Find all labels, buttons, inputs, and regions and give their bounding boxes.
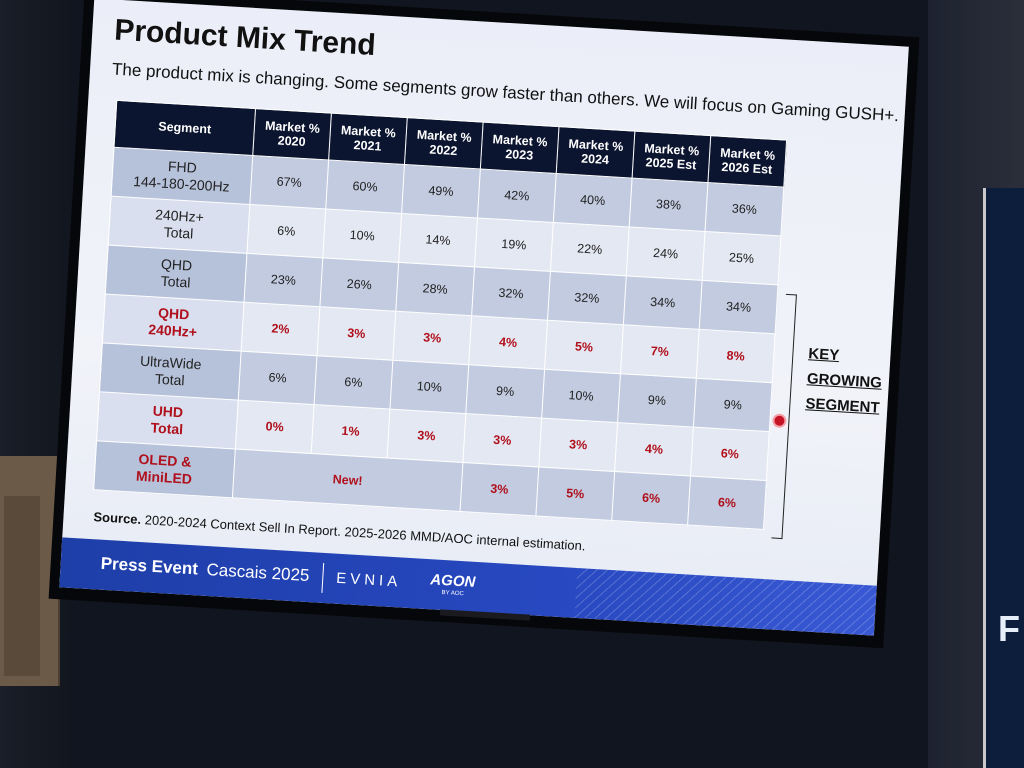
value-cell: 3% — [459, 462, 539, 516]
value-cell: 34% — [623, 275, 703, 330]
podium-panel — [4, 496, 40, 676]
column-header: Market % 2025 Est — [632, 131, 711, 183]
value-cell: 67% — [249, 155, 329, 209]
value-cell: 28% — [395, 262, 475, 316]
value-cell: 10% — [322, 208, 402, 263]
value-cell: 25% — [702, 231, 781, 285]
value-cell: 3% — [387, 409, 466, 463]
value-cell: 6% — [611, 471, 691, 525]
value-cell: 23% — [244, 253, 323, 307]
value-cell: 4% — [614, 422, 694, 477]
value-cell: 32% — [471, 266, 551, 321]
value-cell: 3% — [392, 311, 472, 365]
value-cell: 5% — [544, 320, 624, 374]
column-header: Segment — [113, 100, 256, 156]
key-growing-segment-label: KEY GROWING SEGMENT — [805, 341, 884, 420]
value-cell: 34% — [699, 280, 778, 334]
value-cell: 6% — [690, 427, 770, 481]
slide-title: Product Mix Trend — [113, 13, 377, 63]
segment-cell: OLED & MiniLED — [93, 440, 236, 498]
value-cell: 7% — [620, 324, 700, 379]
value-cell: 26% — [319, 257, 399, 312]
source-label: Source. — [93, 509, 142, 528]
value-cell: 49% — [401, 164, 481, 218]
value-cell: 9% — [465, 364, 545, 419]
column-header: Market % 2021 — [328, 113, 408, 165]
column-header: Market % 2026 Est — [707, 135, 787, 188]
value-cell: 9% — [693, 378, 773, 432]
product-mix-table: Segment Market % 2020 Market % 2021 Market % 2… — [93, 100, 787, 530]
value-cell: 32% — [547, 271, 627, 325]
value-cell: 22% — [550, 222, 630, 276]
column-header: Market % 2024 — [556, 126, 635, 179]
value-cell: 3% — [316, 306, 396, 361]
segment-cell: 240Hz+ Total — [108, 196, 250, 254]
segment-cell: FHD 144-180-200Hz — [111, 147, 253, 205]
column-header: Market % 2022 — [404, 117, 484, 170]
value-cell: 42% — [477, 169, 557, 223]
footer-location: Cascais 2025 — [206, 560, 310, 586]
value-cell: 6% — [687, 476, 767, 530]
agon-logo-sub: BY AOC — [441, 589, 464, 598]
value-cell: 5% — [535, 467, 615, 521]
value-cell: 3% — [538, 418, 618, 472]
value-cell: 3% — [462, 413, 542, 468]
slide-footer: Press Event Cascais 2025 EVNIA AGON BY A… — [59, 537, 877, 636]
segment-cell: QHD Total — [105, 245, 247, 303]
value-cell: 9% — [617, 373, 697, 428]
footer-press-event: Press Event — [100, 553, 199, 579]
evnia-logo: EVNIA — [335, 569, 402, 591]
value-cell: 6% — [238, 351, 317, 405]
agon-logo: AGON — [429, 571, 476, 591]
value-cell: 2% — [241, 302, 320, 356]
banner-letter: F — [998, 608, 1020, 649]
segment-cell: UHD Total — [96, 391, 239, 449]
value-cell: 36% — [705, 182, 784, 236]
segment-cell: QHD 240Hz+ — [102, 293, 245, 352]
slide: Product Mix Trend The product mix is cha… — [59, 0, 909, 636]
value-cell: 14% — [398, 213, 478, 267]
value-cell: 6% — [314, 355, 393, 410]
value-cell: 4% — [468, 315, 548, 370]
column-header: Market % 2020 — [252, 108, 332, 161]
value-cell: 40% — [553, 173, 633, 227]
value-cell: 38% — [629, 178, 708, 232]
value-cell: 8% — [696, 329, 776, 383]
value-cell: 0% — [235, 400, 315, 454]
table-body: FHD 144-180-200Hz 67% 60% 49% 42% 40% 38% 36% 240… — [93, 147, 784, 530]
display-screen: Product Mix Trend The product mix is cha… — [48, 0, 920, 649]
value-cell: 6% — [246, 204, 326, 258]
value-cell: 24% — [626, 226, 706, 281]
value-cell: 19% — [474, 217, 554, 272]
value-cell: 60% — [325, 160, 405, 214]
side-banner: F — [983, 188, 1024, 768]
value-cell: 10% — [389, 360, 469, 414]
footer-divider — [321, 562, 325, 593]
column-header: Market % 2023 — [480, 122, 559, 174]
value-cell: 10% — [541, 369, 621, 423]
segment-cell: UltraWide Total — [99, 342, 242, 401]
value-cell: 1% — [311, 404, 390, 458]
key-label-line: SEGMENT — [804, 395, 881, 417]
footer-pattern — [574, 567, 877, 636]
